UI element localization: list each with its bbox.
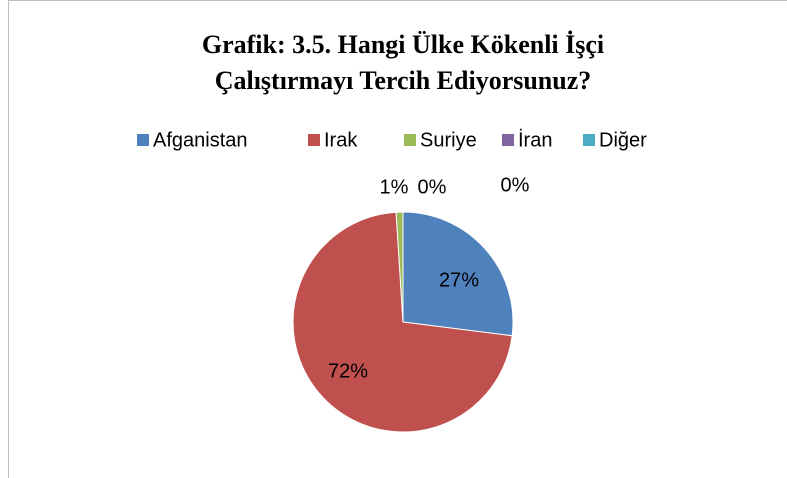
- value-label: 27%: [439, 269, 479, 291]
- legend-label: Diğer: [599, 129, 647, 151]
- value-label: 0%: [501, 174, 530, 196]
- pie-slice: [292, 211, 513, 433]
- legend-swatch: [583, 134, 595, 146]
- legend-label: Suriye: [420, 129, 477, 151]
- legend-swatch: [308, 134, 320, 146]
- value-label: 0%: [418, 176, 447, 198]
- value-label: 72%: [328, 360, 368, 382]
- legend-swatch: [404, 134, 416, 146]
- legend-label: Irak: [324, 129, 358, 151]
- value-label: 1%: [380, 176, 409, 198]
- legend-label: Afganistan: [153, 129, 248, 151]
- legend-swatch: [137, 134, 149, 146]
- legend-label: İran: [518, 128, 552, 151]
- chart-title: Çalıştırmayı Tercih Ediyorsunuz?: [215, 66, 592, 95]
- pie-slice: [402, 211, 514, 337]
- chart-title: Grafik: 3.5. Hangi Ülke Kökenli İşçi: [202, 30, 604, 59]
- chart-frame: [8, 0, 787, 478]
- legend-swatch: [502, 134, 514, 146]
